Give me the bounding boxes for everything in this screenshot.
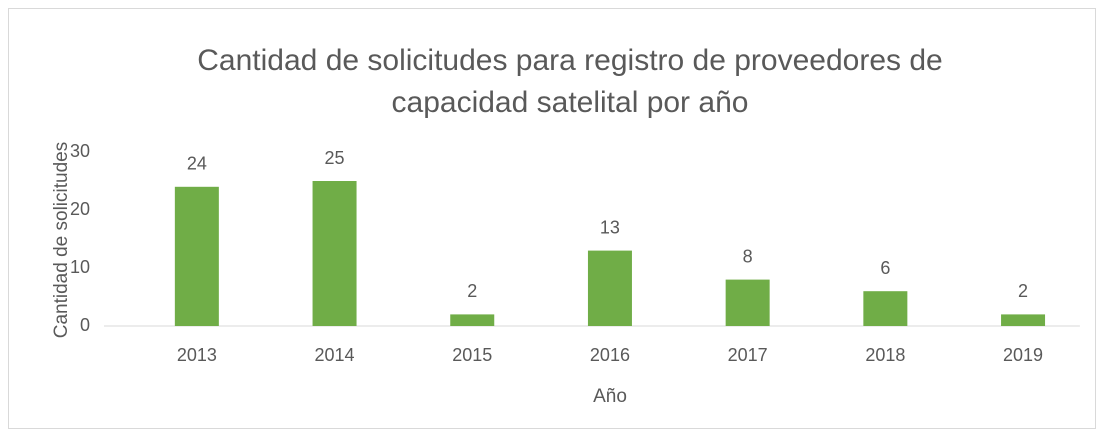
- x-tick-label: 2016: [590, 345, 630, 365]
- bar: [587, 250, 632, 326]
- chart-title: Cantidad de solicitudes para registro de…: [197, 44, 942, 77]
- y-axis-title: Cantidad de solicitudes: [51, 142, 72, 338]
- data-label: 24: [187, 154, 207, 174]
- data-label: 6: [880, 258, 890, 278]
- bar: [450, 314, 495, 326]
- bar: [312, 181, 357, 326]
- x-tick-label: 2014: [315, 345, 355, 365]
- y-tick-label: 10: [70, 257, 90, 277]
- x-tick-label: 2017: [728, 345, 768, 365]
- y-tick-label: 30: [70, 141, 90, 161]
- data-label: 25: [325, 148, 345, 168]
- x-tick-label: 2013: [177, 345, 217, 365]
- x-tick-label: 2015: [452, 345, 492, 365]
- y-tick-label: 0: [80, 315, 90, 335]
- bar: [174, 186, 219, 326]
- x-tick-label: 2019: [1003, 345, 1043, 365]
- y-tick-label: 20: [70, 199, 90, 219]
- bar: [725, 279, 770, 326]
- x-axis-title: Año: [593, 386, 627, 407]
- bar: [1001, 314, 1046, 326]
- x-tick-label: 2018: [865, 345, 905, 365]
- bar: [863, 291, 908, 326]
- data-label: 13: [600, 217, 620, 237]
- data-label: 2: [1018, 281, 1028, 301]
- chart-title: capacidad satelital por año: [392, 86, 749, 119]
- data-label: 8: [743, 246, 753, 266]
- data-label: 2: [467, 281, 477, 301]
